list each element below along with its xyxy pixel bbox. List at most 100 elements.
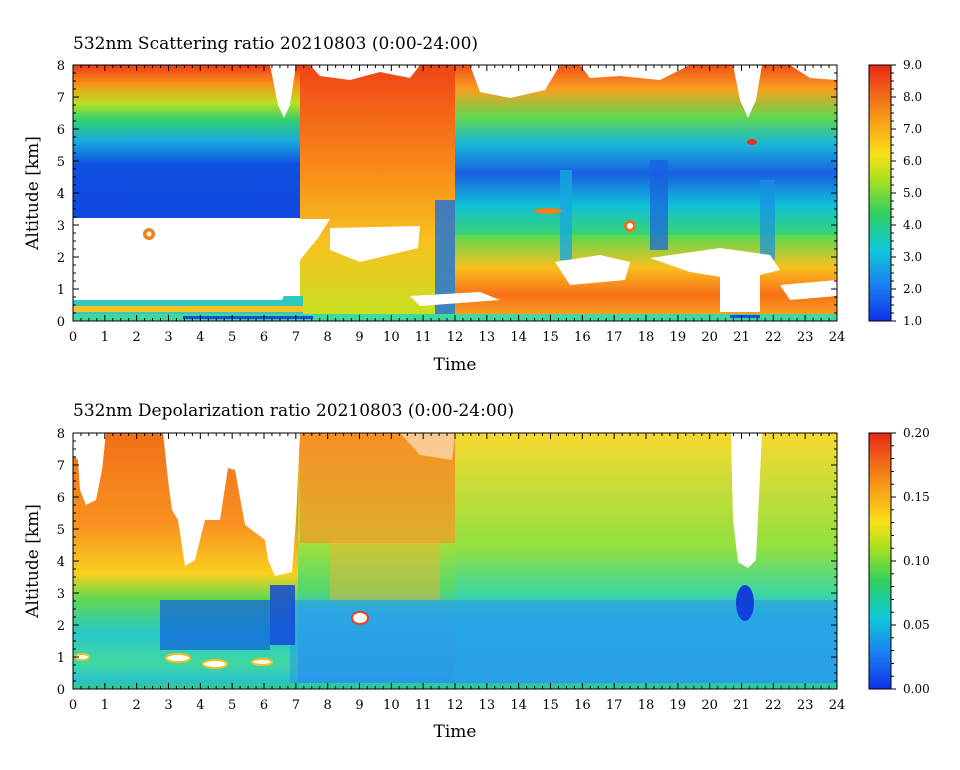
x-tick-label: 10 <box>383 698 400 713</box>
y-tick-label: 2 <box>57 619 65 634</box>
y-tick-label: 0 <box>57 315 65 330</box>
x-tick-label: 19 <box>670 330 687 345</box>
upper-layer-region <box>73 65 307 218</box>
x-tick-label: 24 <box>829 698 846 713</box>
y-axis-label: Altitude [km] <box>23 504 43 619</box>
y-tick-label: 3 <box>57 219 65 234</box>
x-tick-label: 23 <box>797 330 814 345</box>
colorbar-tick-label: 4.0 <box>903 218 922 232</box>
y-tick-label: 8 <box>57 59 65 74</box>
y-axis: 0 1 2 3 4 5 6 7 8 <box>57 59 837 330</box>
colorbar-tick-label: 0.05 <box>903 618 930 632</box>
y-tick-label: 1 <box>57 651 65 666</box>
x-tick-label: 22 <box>765 330 782 345</box>
x-tick-label: 11 <box>415 698 432 713</box>
y-tick-label: 6 <box>57 123 65 138</box>
chart-title: 532nm Depolarization ratio 20210803 (0:0… <box>73 401 514 421</box>
x-tick-label: 23 <box>797 698 814 713</box>
heatmap-field <box>73 65 837 321</box>
colorbar-tick-label: 0.20 <box>903 426 930 440</box>
x-tick-label: 7 <box>292 698 300 713</box>
x-tick-label: 22 <box>765 698 782 713</box>
y-tick-label: 5 <box>57 523 65 538</box>
x-tick-label: 3 <box>164 330 172 345</box>
y-tick-label: 5 <box>57 155 65 170</box>
x-axis: 0 1 2 3 4 5 6 7 8 9 10 11 12 13 14 15 16 17 18 19 20 21 22 23 24 <box>69 433 845 713</box>
colorbar-tick-label: 2.0 <box>903 282 922 296</box>
x-tick-label: 19 <box>670 698 687 713</box>
colorbar-tick-label: 0.10 <box>903 554 930 568</box>
colorbar-tick-label: 0.15 <box>903 490 930 504</box>
x-tick-label: 16 <box>574 698 591 713</box>
x-tick-label: 14 <box>510 698 527 713</box>
colorbar-gradient <box>868 432 892 690</box>
x-tick-label: 17 <box>606 698 623 713</box>
x-axis: 0 1 2 3 4 5 6 7 8 9 10 11 12 13 14 15 16 17 18 19 20 21 22 23 24 <box>69 65 845 345</box>
x-tick-label: 1 <box>101 698 109 713</box>
y-tick-label: 4 <box>57 187 65 202</box>
y-tick-label: 7 <box>57 459 65 474</box>
x-tick-label: 6 <box>260 330 268 345</box>
x-tick-label: 3 <box>164 698 172 713</box>
y-axis: 0 1 2 3 4 5 6 7 8 <box>57 427 837 698</box>
colorbar-tick-label: 8.0 <box>903 90 922 104</box>
depolarization-ratio-panel: 532nm Depolarization ratio 20210803 (0:0… <box>23 401 930 742</box>
colorbar-tick-label: 0.00 <box>903 682 930 696</box>
y-tick-label: 4 <box>57 555 65 570</box>
colorbar-tick-label: 9.0 <box>903 58 922 72</box>
x-tick-label: 20 <box>701 698 718 713</box>
y-tick-label: 0 <box>57 683 65 698</box>
x-tick-label: 13 <box>479 330 496 345</box>
x-tick-label: 8 <box>324 698 332 713</box>
colorbar-tick-label: 1.0 <box>903 314 922 328</box>
colorbar-tick-label: 6.0 <box>903 154 922 168</box>
heatmap-field <box>73 433 837 689</box>
x-tick-label: 17 <box>606 330 623 345</box>
x-tick-label: 18 <box>638 330 655 345</box>
y-axis-label: Altitude [km] <box>23 136 43 251</box>
y-tick-label: 6 <box>57 491 65 506</box>
cloud-region <box>300 65 460 315</box>
x-tick-label: 13 <box>479 698 496 713</box>
x-tick-label: 21 <box>733 698 750 713</box>
x-tick-label: 6 <box>260 698 268 713</box>
x-tick-label: 2 <box>133 330 141 345</box>
y-tick-label: 1 <box>57 283 65 298</box>
colorbar: 0.00 0.05 0.10 0.15 0.20 <box>868 426 930 696</box>
x-axis-label: Time <box>434 355 477 375</box>
boundary-layer-region <box>455 235 837 315</box>
x-tick-label: 15 <box>542 698 559 713</box>
colorbar-tick-label: 5.0 <box>903 186 922 200</box>
x-tick-label: 14 <box>510 330 527 345</box>
x-tick-label: 1 <box>101 330 109 345</box>
x-tick-label: 9 <box>355 330 363 345</box>
x-tick-label: 5 <box>228 698 236 713</box>
x-tick-label: 24 <box>829 330 846 345</box>
y-tick-label: 7 <box>57 91 65 106</box>
colorbar-gradient <box>868 64 892 322</box>
x-axis-label: Time <box>434 722 477 742</box>
x-tick-label: 0 <box>69 698 77 713</box>
x-tick-label: 4 <box>196 330 204 345</box>
scattering-ratio-panel: 532nm Scattering ratio 20210803 (0:00-24… <box>23 34 922 375</box>
x-tick-label: 9 <box>355 698 363 713</box>
x-tick-label: 11 <box>415 330 432 345</box>
x-tick-label: 18 <box>638 698 655 713</box>
colorbar: 1.0 2.0 3.0 4.0 5.0 6.0 7.0 8.0 9.0 <box>868 58 922 328</box>
chart-title: 532nm Scattering ratio 20210803 (0:00-24… <box>73 34 478 54</box>
x-tick-label: 0 <box>69 330 77 345</box>
x-tick-label: 12 <box>447 330 464 345</box>
x-tick-label: 5 <box>228 330 236 345</box>
x-tick-label: 21 <box>733 330 750 345</box>
x-tick-label: 8 <box>324 330 332 345</box>
y-tick-label: 3 <box>57 587 65 602</box>
x-tick-label: 4 <box>196 698 204 713</box>
x-tick-label: 20 <box>701 330 718 345</box>
x-tick-label: 7 <box>292 330 300 345</box>
x-tick-label: 2 <box>133 698 141 713</box>
y-tick-label: 8 <box>57 427 65 442</box>
y-tick-label: 2 <box>57 251 65 266</box>
x-tick-label: 12 <box>447 698 464 713</box>
colorbar-tick-label: 3.0 <box>903 250 922 264</box>
